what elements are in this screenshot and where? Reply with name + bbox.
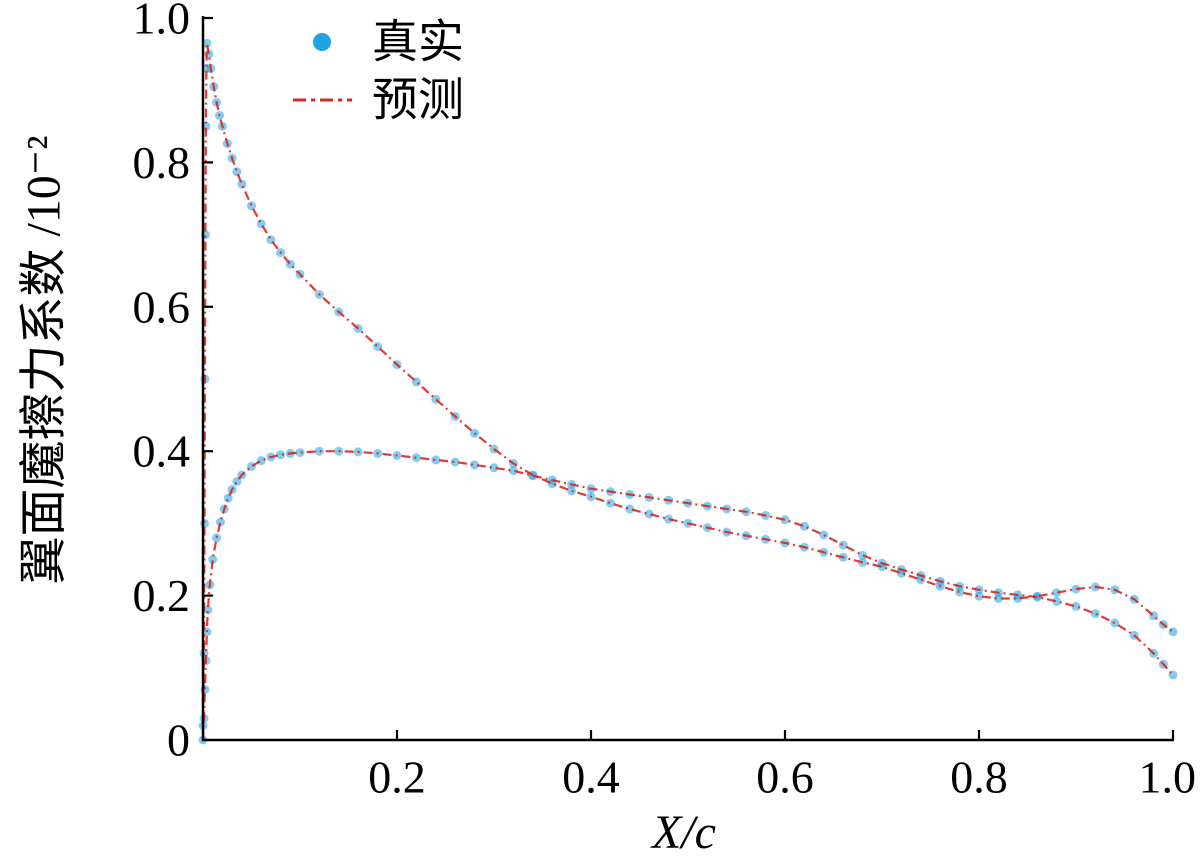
- true-data-point: [974, 591, 984, 601]
- x-axis-label: X/c: [650, 806, 716, 859]
- true-data-point: [567, 486, 577, 496]
- true-data-point: [664, 514, 674, 524]
- y-tick-label: 0.4: [133, 426, 191, 477]
- predicted-line: [201, 43, 1174, 726]
- x-tick-label: 1.0: [1139, 752, 1197, 803]
- true-data-point: [644, 509, 654, 519]
- legend-marker-true: [313, 33, 331, 51]
- true-data-point: [223, 493, 233, 503]
- legend: 真实 预测: [293, 17, 464, 126]
- x-tick-label: 0.8: [950, 752, 1008, 803]
- predicted-series: [201, 43, 1174, 741]
- legend-label-predicted: 预测: [372, 75, 464, 126]
- true-data-point: [450, 457, 460, 467]
- true-data-point: [314, 446, 324, 456]
- true-data-point: [1052, 588, 1062, 598]
- true-data-point: [203, 605, 213, 615]
- predicted-line: [201, 450, 1174, 741]
- true-data-point: [470, 460, 480, 470]
- plot-area: [198, 38, 1178, 745]
- true-data-point: [411, 453, 421, 463]
- x-tick-label: 0.4: [562, 752, 620, 803]
- true-data-point: [1110, 618, 1120, 628]
- true-data-point: [431, 455, 441, 465]
- axes: 0.2 0.4 0.6 0.8 1.0 0 0.2 0.4 0.6 0.8 1.0: [133, 0, 1197, 803]
- true-data-point: [1090, 609, 1100, 619]
- true-data-point: [1052, 596, 1062, 606]
- y-tick-label: 0.6: [133, 281, 191, 332]
- true-data-point: [838, 540, 848, 550]
- true-data-point: [247, 201, 256, 211]
- true-data-point: [295, 448, 305, 458]
- y-tick-label: 0.8: [133, 137, 191, 188]
- true-data-point: [237, 179, 247, 189]
- true-data-point: [1071, 601, 1081, 611]
- true-data-point: [1168, 627, 1178, 637]
- true-data-point: [202, 38, 212, 48]
- y-tick-label: 1.0: [133, 0, 191, 44]
- true-data-point: [208, 555, 218, 564]
- true-data-point: [489, 463, 499, 473]
- true-data-point: [508, 466, 518, 476]
- x-tick-label: 0.6: [756, 752, 814, 803]
- true-data-point: [780, 515, 790, 525]
- y-tick-label: 0.2: [133, 570, 191, 621]
- true-data-point: [212, 533, 222, 543]
- true-data-point: [605, 498, 615, 508]
- true-data-point: [819, 530, 829, 540]
- true-data-point: [276, 450, 286, 460]
- true-data-point: [858, 550, 868, 560]
- true-data-point: [200, 518, 209, 528]
- true-data-point: [625, 504, 635, 514]
- true-data-point: [799, 521, 809, 531]
- y-axis-label: 翼面魔擦力系数 /10⁻²: [18, 135, 71, 584]
- true-series: [198, 38, 1178, 745]
- true-data-point: [216, 517, 225, 527]
- x-tick-label: 0.2: [368, 752, 426, 803]
- true-data-point: [232, 167, 242, 177]
- legend-label-true: 真实: [372, 17, 464, 68]
- x-ticks: 0.2 0.4 0.6 0.8 1.0: [368, 730, 1196, 803]
- y-ticks: 0 0.2 0.4 0.6 0.8 1.0: [133, 0, 213, 766]
- y-tick-label: 0: [167, 715, 190, 766]
